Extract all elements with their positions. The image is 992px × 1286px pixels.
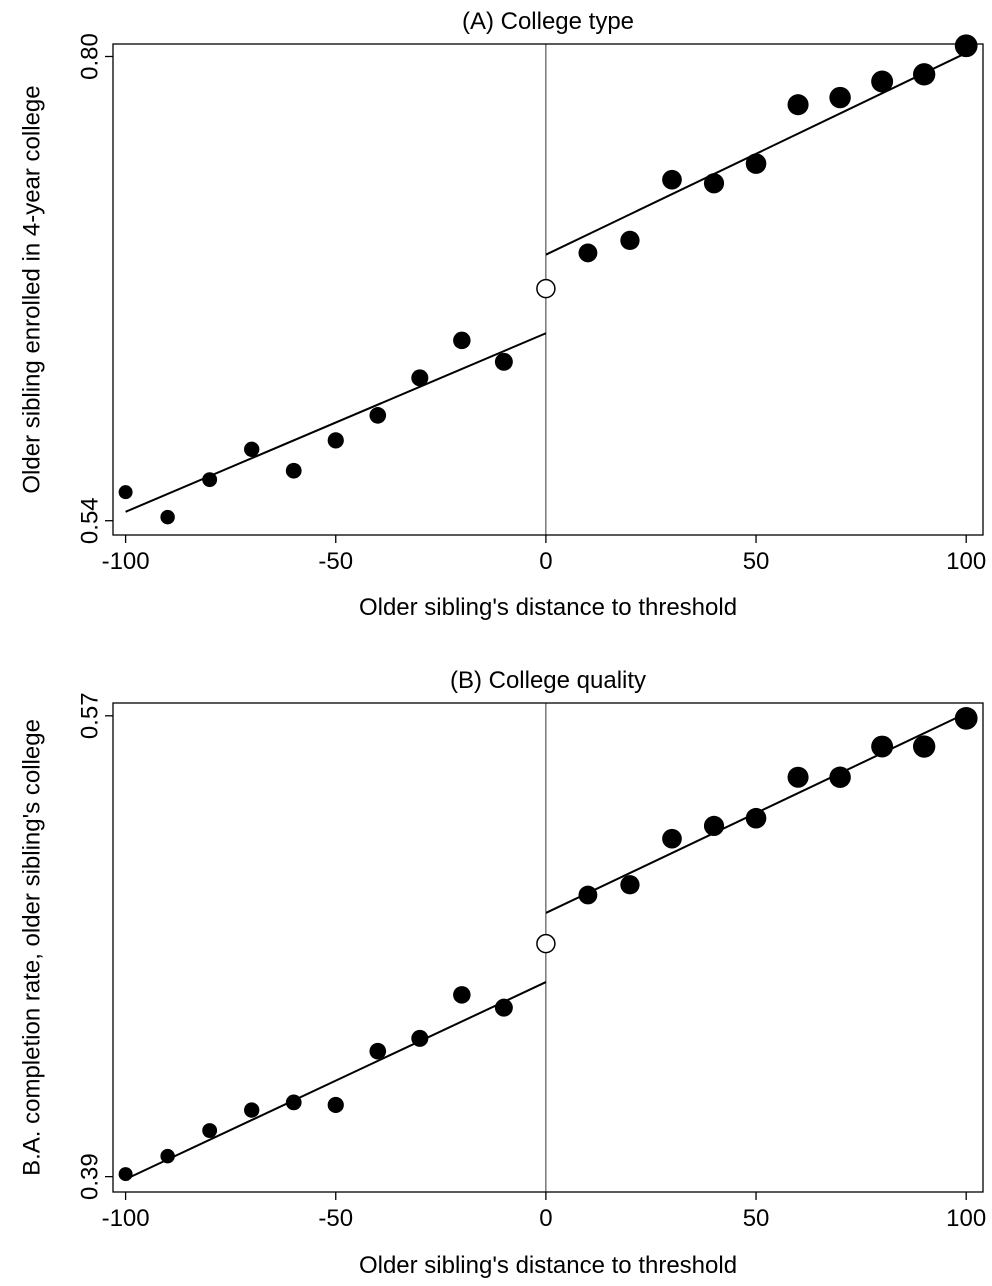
x-ticks: -100 -50 0 50 100 — [102, 535, 986, 575]
panel-college-type: (A) College type Older sibling enrolled … — [18, 8, 986, 621]
data-point — [871, 70, 894, 93]
data-point — [118, 1167, 133, 1182]
x-tick-label: -50 — [318, 1205, 353, 1232]
panel-college-quality: (B) College quality B.A. completion rate… — [18, 667, 986, 1279]
data-point — [285, 462, 302, 479]
data-point — [829, 86, 851, 109]
y-axis-label: B.A. completion rate, older sibling's co… — [18, 719, 45, 1176]
x-tick-label: -100 — [102, 1205, 150, 1232]
data-point — [411, 1029, 429, 1047]
fit-line-left — [125, 332, 547, 513]
x-tick-label: 0 — [539, 1205, 552, 1232]
data-point-hollow — [536, 933, 556, 954]
chart-title: (B) College quality — [450, 667, 646, 694]
data-point — [369, 407, 387, 424]
x-tick-label: 50 — [743, 1205, 770, 1232]
data-point — [745, 153, 767, 174]
x-ticks: -100 -50 0 50 100 — [102, 1192, 986, 1232]
x-axis-label: Older sibling's distance to threshold — [359, 594, 737, 621]
data-point — [620, 230, 640, 251]
y-axis-label: Older sibling enrolled in 4-year college — [18, 85, 45, 493]
data-points — [118, 706, 978, 1182]
x-tick-label: -50 — [318, 548, 353, 575]
data-point — [118, 485, 133, 500]
y-tick-label: 0.80 — [76, 33, 103, 80]
data-point — [160, 1148, 175, 1164]
data-point — [453, 331, 471, 350]
data-point — [787, 94, 809, 116]
data-point — [578, 885, 598, 905]
data-point-hollow — [536, 278, 556, 299]
data-point — [662, 169, 682, 190]
x-tick-label: 100 — [946, 1205, 986, 1232]
data-point — [327, 1096, 344, 1114]
x-tick-label: 0 — [539, 548, 552, 575]
data-point — [871, 735, 894, 758]
x-tick-label: -100 — [102, 548, 150, 575]
data-point — [787, 766, 809, 788]
data-point — [703, 815, 725, 836]
data-point — [453, 986, 471, 1004]
data-points — [118, 34, 978, 525]
data-point — [285, 1094, 302, 1111]
data-point — [745, 807, 767, 829]
data-point — [202, 1123, 218, 1138]
x-axis-label: Older sibling's distance to threshold — [359, 1252, 737, 1279]
y-tick-label: 0.57 — [76, 692, 103, 739]
data-point — [954, 34, 978, 58]
chart-title: (A) College type — [462, 8, 634, 35]
y-tick-label: 0.54 — [76, 497, 103, 544]
data-point — [703, 173, 725, 194]
data-point — [160, 509, 175, 525]
plot-frame — [112, 702, 984, 1193]
data-point — [494, 352, 513, 371]
fit-line-left — [125, 981, 547, 1181]
y-ticks: 0.39 0.57 — [76, 692, 113, 1200]
data-point — [912, 63, 936, 86]
x-tick-label: 50 — [743, 548, 770, 575]
data-point — [411, 369, 429, 387]
data-point — [244, 1102, 260, 1118]
y-ticks: 0.54 0.80 — [76, 33, 113, 544]
data-point — [369, 1042, 387, 1060]
plot-frame — [112, 43, 984, 536]
data-point — [202, 472, 218, 488]
data-point — [954, 706, 978, 730]
data-point — [327, 432, 344, 449]
x-tick-label: 100 — [946, 548, 986, 575]
data-point — [829, 766, 851, 788]
data-point — [620, 875, 640, 895]
data-point — [912, 735, 936, 758]
data-point — [244, 441, 260, 457]
data-point — [494, 998, 513, 1017]
data-point — [578, 243, 598, 263]
data-point — [662, 828, 682, 849]
y-tick-label: 0.39 — [76, 1153, 103, 1200]
